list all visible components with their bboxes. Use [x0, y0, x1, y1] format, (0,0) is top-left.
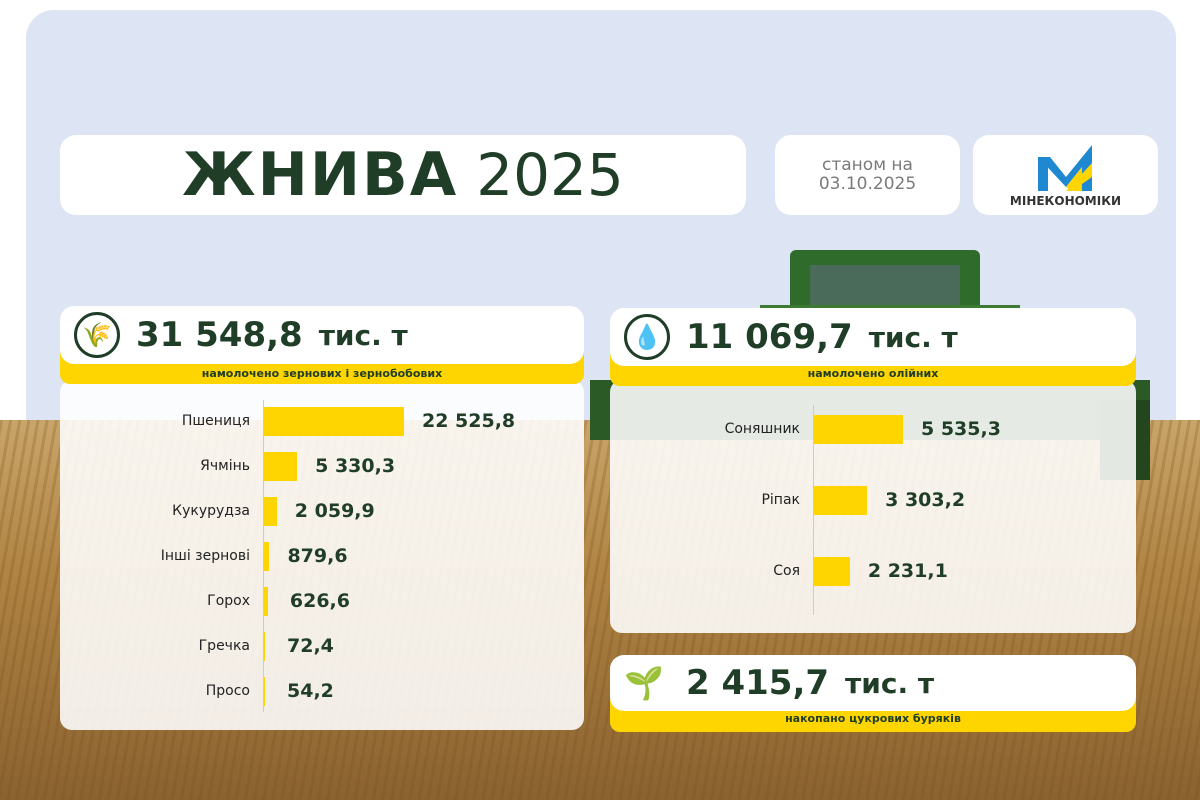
bar-category-label: Ячмінь	[200, 458, 250, 474]
date-label: станом на	[822, 155, 913, 175]
bar	[814, 486, 868, 515]
bar-category-label: Інші зернові	[160, 548, 250, 564]
bar-category-label: Просо	[205, 683, 250, 699]
bar	[814, 557, 850, 586]
bar	[814, 415, 903, 444]
wheat-icon: 🌾	[74, 312, 120, 358]
ministry-logo: МІНЕКОНОМІКИ	[973, 135, 1158, 215]
bar	[264, 452, 298, 481]
title-year: 2025	[476, 141, 624, 209]
date-value: 03.10.2025	[818, 174, 917, 194]
oil-header: 💧 11 069,7 тис. т	[610, 308, 1136, 366]
date-card: станом на 03.10.2025	[775, 135, 960, 215]
oil-unit: тис. т	[868, 320, 958, 354]
ministry-logo-mark-icon	[1037, 144, 1092, 191]
bar-value-label: 5 535,3	[921, 417, 1001, 440]
beet-unit: тис. т	[845, 666, 935, 700]
bar	[264, 407, 404, 436]
bar-value-label: 22 525,8	[422, 409, 516, 432]
oil-axis	[813, 405, 814, 615]
sugar-beet-icon: 🌱	[624, 664, 664, 702]
grain-total: 31 548,8	[136, 315, 303, 355]
oil-total: 11 069,7	[686, 317, 853, 357]
bar-category-label: Соняшник	[724, 421, 800, 437]
logo-text: МІНЕКОНОМІКИ	[1009, 193, 1122, 208]
bar-category-label: Гречка	[198, 638, 250, 654]
bar-value-label: 2 231,1	[867, 559, 948, 582]
bar-value-label: 626,6	[289, 589, 350, 612]
grain-panel	[60, 380, 584, 730]
grain-axis	[263, 400, 264, 712]
bar	[264, 497, 277, 526]
bar-value-label: 3 303,2	[885, 488, 966, 511]
bar-category-label: Пшениця	[181, 413, 250, 429]
bar-value-label: 879,6	[287, 544, 348, 567]
bar-category-label: Кукурудза	[172, 503, 250, 519]
grain-unit: тис. т	[318, 318, 408, 352]
bar-category-label: Горох	[207, 593, 250, 609]
grain-header: 🌾 31 548,8 тис. т	[60, 306, 584, 364]
oil-drop-icon: 💧	[624, 314, 670, 360]
bar	[264, 587, 268, 616]
title-harvest: ЖНИВА	[182, 140, 459, 210]
beet-header: 🌱 2 415,7 тис. т	[610, 655, 1136, 711]
bar	[264, 542, 270, 571]
bar	[264, 677, 265, 706]
title-card: ЖНИВА 2025	[60, 135, 746, 215]
beet-total: 2 415,7	[686, 663, 830, 703]
bar-value-label: 5 330,3	[315, 454, 396, 477]
bar-value-label: 54,2	[287, 679, 334, 702]
bar-value-label: 72,4	[287, 634, 334, 657]
bar-value-label: 2 059,9	[294, 499, 375, 522]
bar	[264, 632, 265, 661]
bar-category-label: Соя	[773, 563, 800, 579]
bar-category-label: Ріпак	[761, 492, 800, 508]
